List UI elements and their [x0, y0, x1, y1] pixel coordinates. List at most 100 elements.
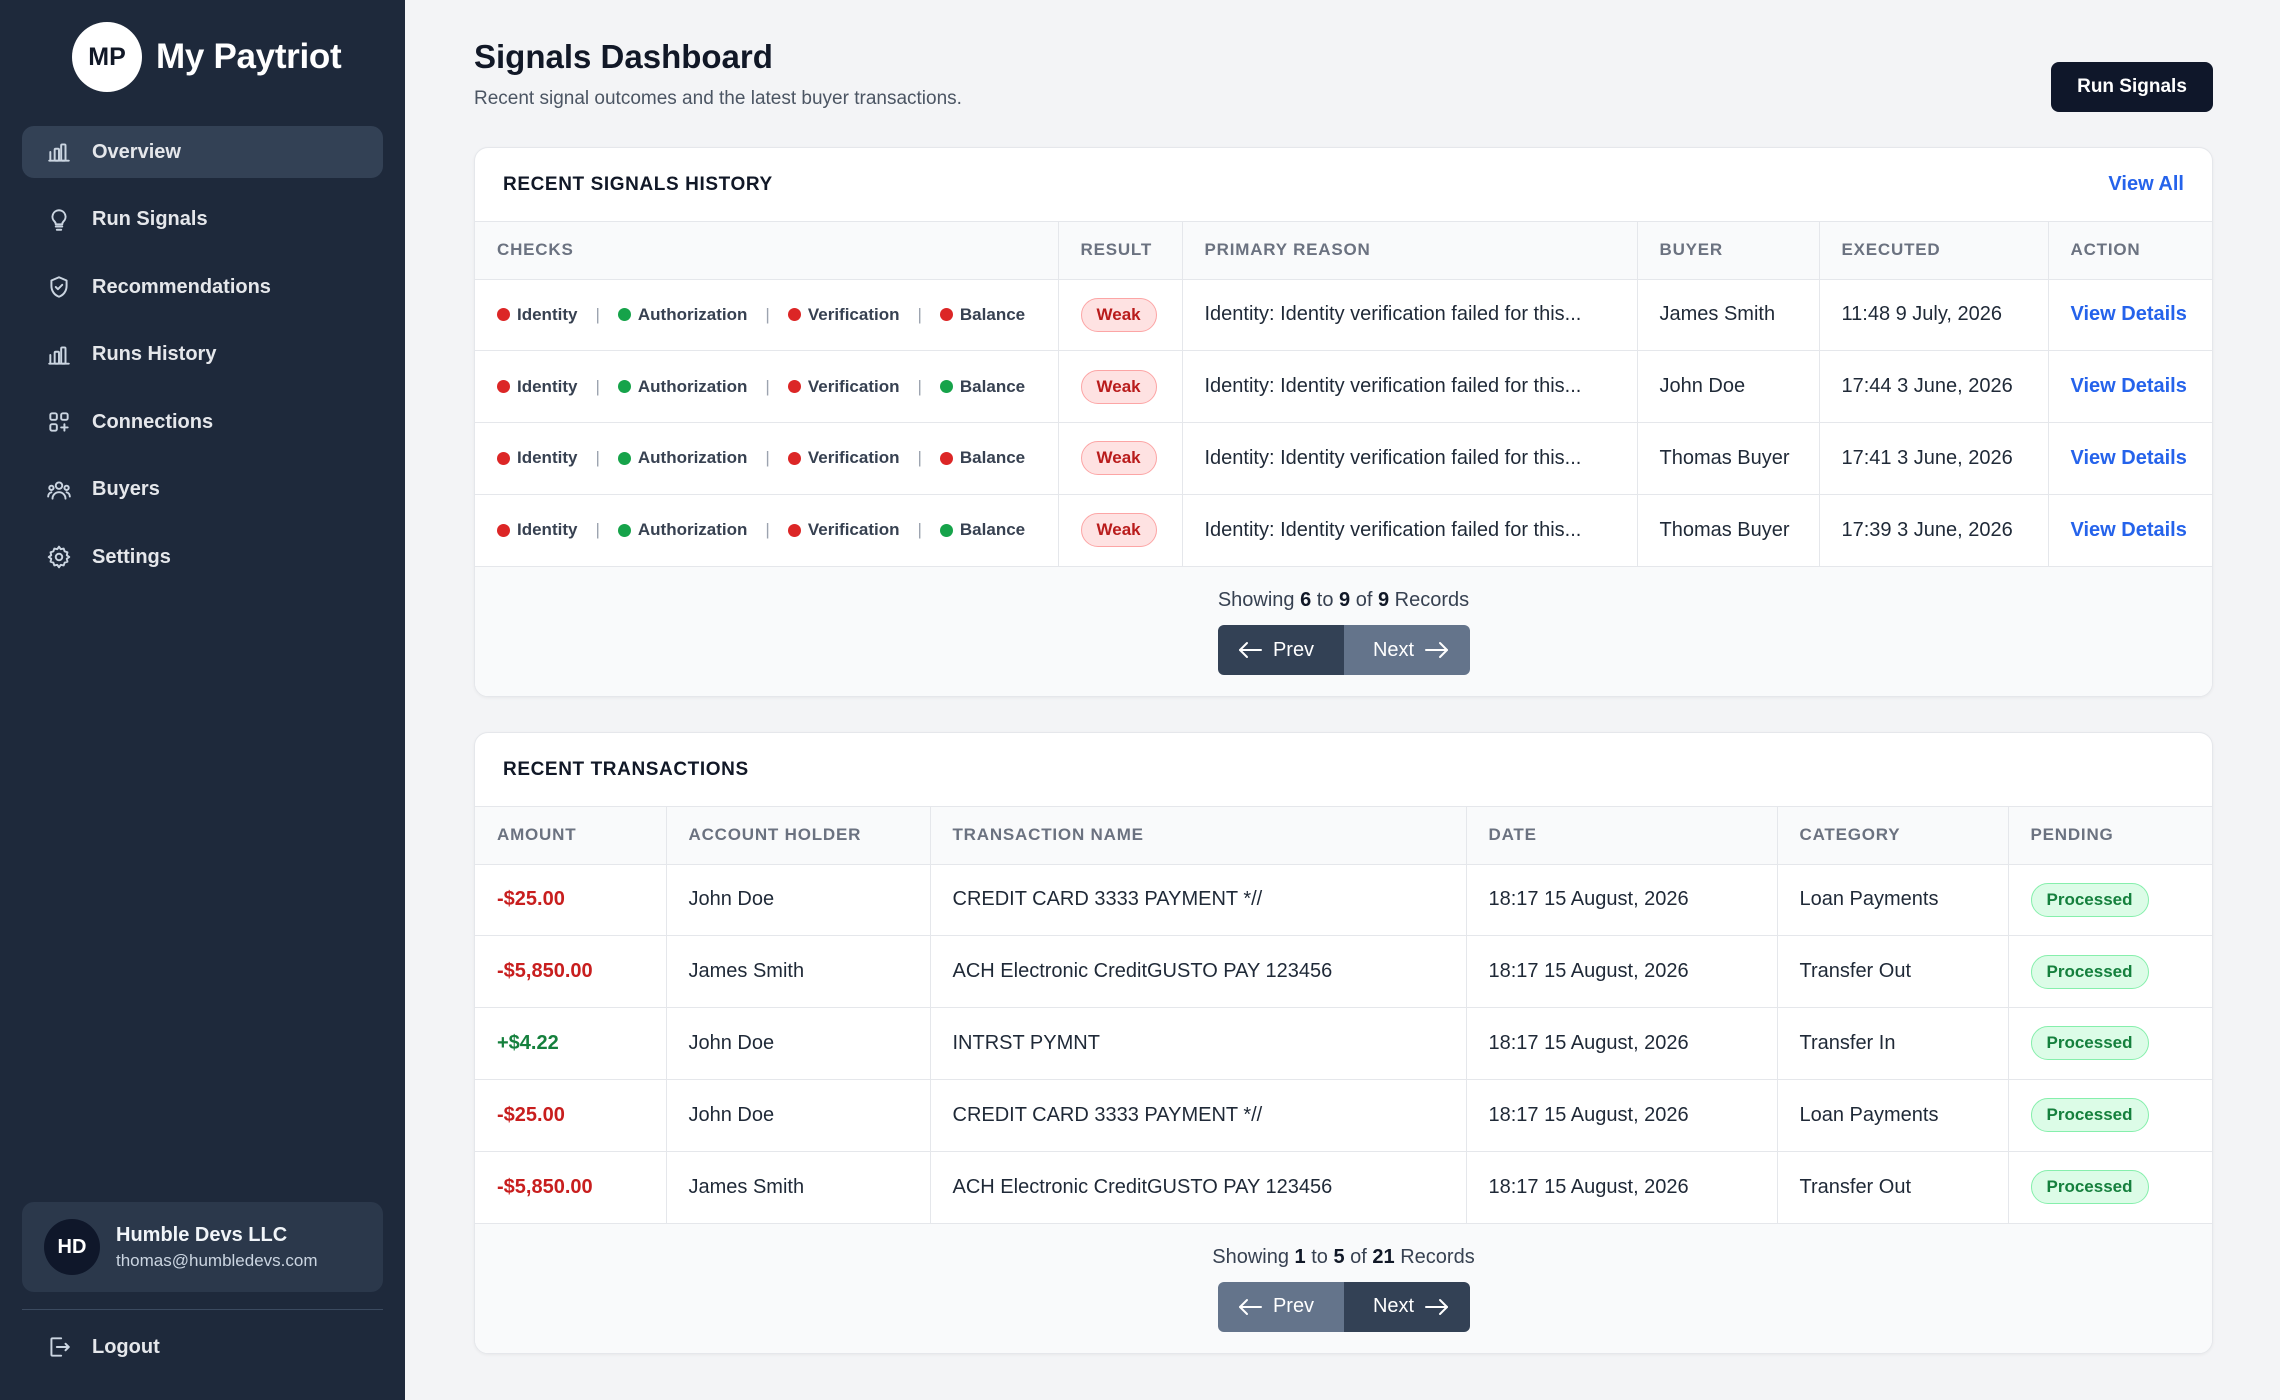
account-holder-cell: John Doe — [666, 1079, 931, 1152]
check-authorization: Authorization — [617, 305, 747, 325]
status-dot-icon — [497, 380, 510, 394]
check-label: Authorization — [637, 520, 748, 540]
check-label: Balance — [959, 376, 1026, 396]
transactions-card: RECENT TRANSACTIONS AMOUNT ACCOUNT HOLDER… — [474, 732, 2213, 1354]
transactions-pagination: Showing 1 to 5 of 21 Records Prev Next — [475, 1222, 2212, 1353]
view-details-link[interactable]: View Details — [2070, 303, 2187, 326]
action-cell: View Details — [2048, 494, 2212, 566]
sidebar-item-settings[interactable]: Settings — [22, 531, 383, 583]
check-label: Identity — [517, 376, 578, 396]
next-label: Next — [1372, 1295, 1415, 1318]
checks-group: Identity | Authorization | Verification | Bala… — [497, 520, 1057, 540]
action-cell: View Details — [2048, 279, 2212, 352]
sidebar-item-connections[interactable]: Connections — [22, 396, 383, 448]
result-badge: Weak — [1080, 369, 1157, 404]
prev-label: Prev — [1272, 638, 1315, 661]
view-all-link[interactable]: View All — [2108, 173, 2184, 195]
signals-pagination: Showing 6 to 9 of 9 Records Prev Next — [475, 566, 2212, 696]
executed-cell: 11:48 9 July, 2026 — [1819, 279, 2049, 352]
signals-prev-button[interactable]: Prev — [1217, 625, 1344, 675]
sidebar-nav: Overview Run Signals Recommendations Runs H… — [22, 126, 383, 599]
brand[interactable]: MP My Paytriot — [72, 22, 342, 92]
signals-table-body: Identity | Authorization | Verification | Bala… — [475, 279, 2212, 566]
table-row: Identity | Authorization | Verification | Bala… — [475, 494, 2212, 566]
account-holder-cell: John Doe — [666, 1007, 931, 1080]
result-cell: Weak — [1058, 494, 1183, 566]
status-dot-icon — [617, 451, 631, 465]
amount-cell: -$5,850.00 — [475, 1151, 667, 1223]
transactions-card-header: RECENT TRANSACTIONS — [475, 733, 2212, 807]
pager-from: 6 — [1300, 589, 1312, 611]
signals-pager-buttons: Prev Next — [1217, 625, 1470, 675]
logout-icon — [50, 1337, 70, 1357]
sidebar-item-label: Buyers — [92, 478, 160, 500]
action-cell: View Details — [2048, 350, 2212, 423]
pending-cell: Processed — [2008, 864, 2212, 937]
reason-cell: Identity: Identity verification failed f… — [1182, 350, 1638, 423]
view-details-link[interactable]: View Details — [2070, 518, 2187, 541]
checks-cell: Identity | Authorization | Verification | Bala… — [475, 494, 1059, 566]
view-details-link[interactable]: View Details — [2070, 446, 2187, 469]
date-cell: 18:17 15 August, 2026 — [1466, 1151, 1778, 1223]
signals-next-button[interactable]: Next — [1343, 625, 1470, 675]
status-dot-icon — [939, 451, 953, 465]
transactions-pager-buttons: Prev Next — [1217, 1281, 1470, 1332]
pager-prefix: Showing — [1217, 589, 1295, 611]
logout-button[interactable]: Logout — [46, 1334, 160, 1360]
transactions-next-button[interactable]: Next — [1343, 1281, 1470, 1332]
sidebar-item-label: Runs History — [92, 343, 217, 365]
signals-pagination-summary: Showing 6 to 9 of 9 Records — [1218, 589, 1469, 612]
transactions-card-title: RECENT TRANSACTIONS — [503, 758, 749, 780]
check-verification: Verification — [787, 377, 899, 397]
arrow-right-icon — [1425, 642, 1449, 658]
checks-cell: Identity | Authorization | Verification | Bala… — [475, 350, 1059, 423]
check-verification: Verification — [787, 448, 899, 468]
arrow-left-icon — [1238, 642, 1262, 658]
transactions-table-body: -$25.00 John Doe CREDIT CARD 3333 PAYMENT … — [475, 864, 2212, 1223]
check-label: Authorization — [637, 448, 748, 468]
status-dot-icon — [497, 523, 510, 537]
sidebar-item-runs-history[interactable]: Runs History — [22, 329, 383, 381]
table-row: Identity | Authorization | Verification | Bala… — [475, 422, 2212, 495]
chart-bar-icon — [46, 342, 72, 368]
view-details-link[interactable]: View Details — [2070, 375, 2187, 398]
check-label: Verification — [807, 304, 900, 324]
column-header-pending: PENDING — [2008, 807, 2212, 865]
check-authorization: Authorization — [617, 520, 748, 540]
shield-check-icon — [46, 274, 72, 300]
check-separator: | — [765, 520, 770, 540]
sidebar-item-recommendations[interactable]: Recommendations — [22, 261, 383, 313]
column-header-category: CATEGORY — [1777, 807, 2009, 865]
signals-table: CHECKS RESULT PRIMARY REASON BUYER EXECUTED A… — [475, 222, 2212, 566]
sidebar-item-run-signals[interactable]: Run Signals — [22, 194, 383, 246]
logout-label: Logout — [92, 1335, 160, 1358]
pending-cell: Processed — [2008, 1079, 2212, 1152]
status-badge: Processed — [2030, 954, 2149, 989]
account-card[interactable]: HD Humble Devs LLC thomas@humbledevs.com — [22, 1202, 383, 1292]
checks-group: Identity | Authorization | Verification | Bala… — [497, 376, 1057, 397]
result-cell: Weak — [1058, 279, 1183, 352]
transaction-name-cell: CREDIT CARD 3333 PAYMENT *// — [930, 864, 1467, 937]
sidebar-item-buyers[interactable]: Buyers — [22, 464, 383, 516]
sidebar-divider — [22, 1309, 383, 1310]
check-label: Balance — [959, 304, 1026, 324]
table-row: Identity | Authorization | Verification | Bala… — [475, 279, 2212, 352]
check-label: Identity — [517, 304, 578, 324]
pager-prefix: Showing — [1212, 1245, 1289, 1268]
run-signals-button[interactable]: Run Signals — [2051, 62, 2213, 112]
check-balance: Balance — [939, 376, 1026, 397]
buyer-cell: Thomas Buyer — [1637, 422, 1820, 495]
amount-cell: -$25.00 — [475, 1079, 667, 1152]
amount-cell: +$4.22 — [475, 1007, 667, 1080]
status-dot-icon — [497, 308, 510, 322]
status-badge: Processed — [2030, 1098, 2149, 1133]
transactions-prev-button[interactable]: Prev — [1217, 1281, 1344, 1332]
check-label: Identity — [517, 448, 578, 468]
amount-cell: -$5,850.00 — [475, 935, 667, 1008]
pager-to-word: to — [1316, 589, 1334, 611]
chart-bar-icon — [46, 139, 72, 165]
status-dot-icon — [939, 380, 953, 394]
pager-suffix: Records — [1394, 589, 1470, 611]
sidebar-item-overview[interactable]: Overview — [22, 126, 383, 178]
account-email: thomas@humbledevs.com — [116, 1250, 318, 1270]
